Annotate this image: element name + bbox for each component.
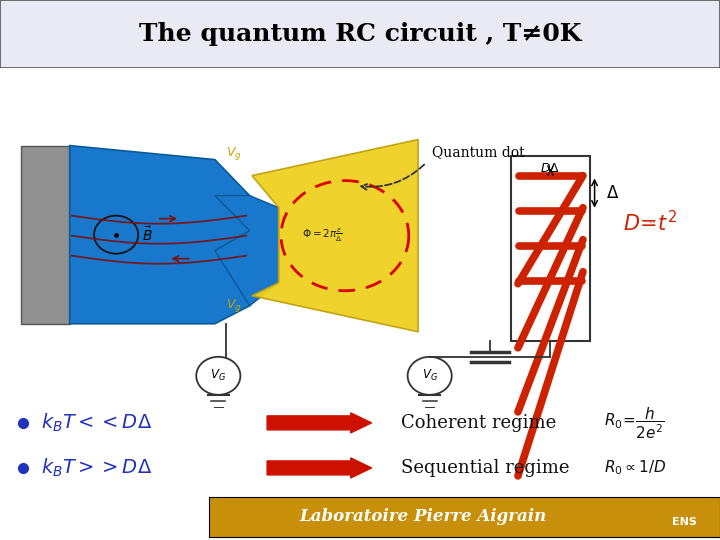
Text: #cc2200: #cc2200 <box>650 221 657 222</box>
Polygon shape <box>215 195 279 306</box>
FancyArrow shape <box>267 413 372 433</box>
Text: $V_G$: $V_G$ <box>210 368 226 383</box>
Text: $R_0 \propto 1/D$: $R_0 \propto 1/D$ <box>604 458 667 477</box>
Bar <box>21 146 70 324</box>
Text: $R_0\!=\!\dfrac{h}{2e^2}$: $R_0\!=\!\dfrac{h}{2e^2}$ <box>604 405 665 441</box>
Text: Laboratoire Pierre Aigrain: Laboratoire Pierre Aigrain <box>300 508 547 525</box>
Text: $\vec{B}$: $\vec{B}$ <box>142 225 153 244</box>
Text: Sequential regime: Sequential regime <box>400 459 569 477</box>
Text: $k_BT >> D\Delta$: $k_BT >> D\Delta$ <box>40 457 152 479</box>
Text: The quantum RC circuit , T≠0K: The quantum RC circuit , T≠0K <box>139 22 581 46</box>
FancyArrow shape <box>267 458 372 478</box>
Polygon shape <box>70 146 252 324</box>
Text: $V_g$: $V_g$ <box>227 145 242 161</box>
Text: Coherent regime: Coherent regime <box>400 414 556 432</box>
Text: $D\!=\!t^2$: $D\!=\!t^2$ <box>623 210 678 235</box>
Text: ENS: ENS <box>672 517 697 527</box>
Bar <box>511 156 590 341</box>
Text: $\Delta$: $\Delta$ <box>606 184 619 201</box>
Text: $V_G$: $V_G$ <box>422 368 438 383</box>
Text: $D\Delta$: $D\Delta$ <box>541 161 560 174</box>
Text: $k_BT << D\Delta$: $k_BT << D\Delta$ <box>40 411 152 434</box>
Text: Quantum dot: Quantum dot <box>432 146 525 160</box>
Polygon shape <box>252 139 418 332</box>
Text: $V_g$: $V_g$ <box>227 297 242 314</box>
Text: $\Phi=2\pi\frac{\varepsilon}{\Delta}$: $\Phi=2\pi\frac{\varepsilon}{\Delta}$ <box>302 227 343 244</box>
